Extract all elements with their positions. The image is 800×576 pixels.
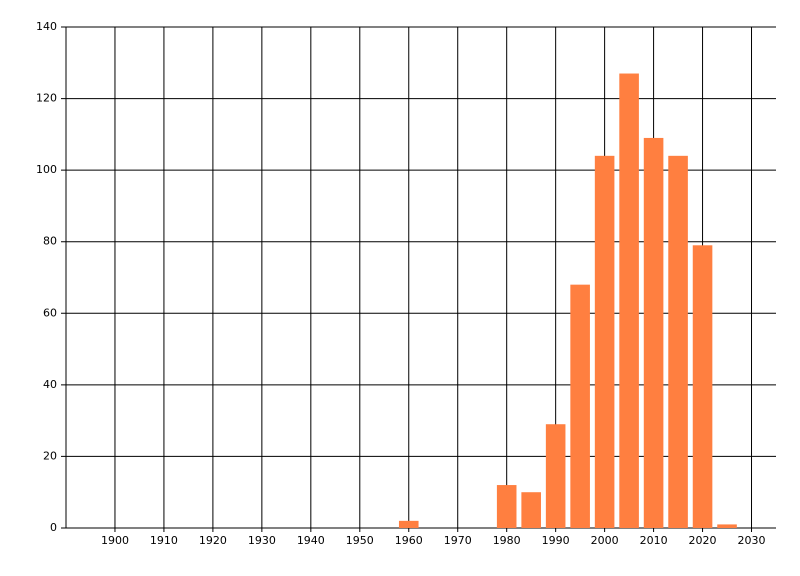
x-tick-label: 1950 <box>346 534 374 547</box>
y-tick-label: 0 <box>50 521 57 534</box>
bar <box>496 485 517 528</box>
x-tick-label: 1920 <box>199 534 227 547</box>
x-tick-label: 1900 <box>101 534 129 547</box>
x-tick-label: 2030 <box>738 534 766 547</box>
x-tick-label: 1980 <box>493 534 521 547</box>
y-tick-label: 120 <box>36 92 57 105</box>
x-tick-label: 1930 <box>248 534 276 547</box>
bar <box>594 155 615 529</box>
x-tick-label: 1990 <box>542 534 570 547</box>
bar <box>398 520 419 528</box>
y-tick-label: 20 <box>43 449 57 462</box>
y-tick-label: 140 <box>36 20 57 33</box>
bar <box>545 424 566 528</box>
y-tick-label: 100 <box>36 163 57 176</box>
y-tick-label: 80 <box>43 235 57 248</box>
y-tick-label: 40 <box>43 378 57 391</box>
bar <box>692 245 713 529</box>
x-tick-label: 2000 <box>591 534 619 547</box>
x-tick-label: 2010 <box>640 534 668 547</box>
bar <box>570 284 590 528</box>
bar <box>668 155 688 529</box>
bar <box>619 73 639 529</box>
x-tick-label: 1940 <box>297 534 325 547</box>
bar <box>521 492 541 528</box>
x-tick-label: 1960 <box>395 534 423 547</box>
x-tick-label: 1910 <box>150 534 178 547</box>
x-tick-label: 1970 <box>444 534 472 547</box>
y-tick-label: 60 <box>43 306 57 319</box>
bar <box>643 137 664 528</box>
x-tick-label: 2020 <box>689 534 717 547</box>
bar <box>717 524 737 528</box>
